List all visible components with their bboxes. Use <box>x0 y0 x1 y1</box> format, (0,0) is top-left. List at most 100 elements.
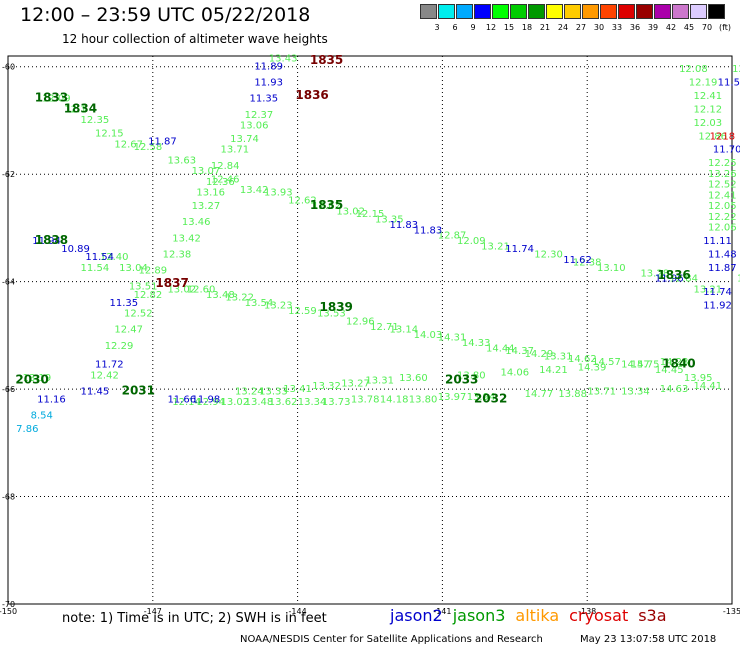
wave-height-point: 11.93 <box>254 78 283 89</box>
wave-height-point: 14.29 <box>525 349 554 360</box>
wave-height-point: 11.96 <box>655 274 684 285</box>
footer-note: note: 1) Time is in UTC; 2) SWH is in fe… <box>62 611 327 626</box>
wave-height-point: 12.86 <box>737 274 740 285</box>
y-tick-label: -70 <box>2 600 15 609</box>
color-swatch <box>456 4 473 19</box>
y-tick-label: -68 <box>2 493 15 502</box>
color-scale-label: 70 <box>701 23 713 32</box>
color-scale-label: 9 <box>470 23 476 32</box>
color-scale-label: 36 <box>629 23 641 32</box>
color-scale-label: 27 <box>575 23 587 32</box>
x-tick-label: -141 <box>433 607 451 616</box>
wave-height-point: 11.74 <box>505 244 534 255</box>
satellite-cryosat: cryosat <box>569 606 629 625</box>
wave-height-point: 10.89 <box>61 244 90 255</box>
satellite-jason2: jason2 <box>390 606 443 625</box>
wave-height-point: 13.21 <box>694 284 723 295</box>
wave-height-point: 12.87 <box>438 231 467 242</box>
wave-height-point: 12.82 <box>134 290 163 301</box>
wave-height-point: 11.98 <box>192 395 221 406</box>
satellite-s3a: s3a <box>638 606 667 625</box>
wave-height-point: 12.03 <box>694 118 723 129</box>
color-scale-label: 18 <box>521 23 533 32</box>
wave-height-point: 12.09 <box>42 94 71 105</box>
wave-height-point: 14.41 <box>694 381 723 392</box>
wave-height-point: 13.16 <box>196 188 225 199</box>
wave-height-point: 13.95 <box>684 373 713 384</box>
wave-height-point: 12.15 <box>356 209 385 220</box>
color-scale-label: 30 <box>593 23 605 32</box>
wave-height-point: 14.18 <box>380 395 409 406</box>
wave-height-point: 14.28 <box>660 357 689 368</box>
color-swatch <box>528 4 545 19</box>
pass-time-label: 1834 <box>64 101 97 115</box>
wave-height-point: 11.48 <box>708 249 737 260</box>
x-tick-label: -150 <box>0 607 17 616</box>
wave-height-point: 13.28 <box>640 268 669 279</box>
pass-time-label: 1836 <box>295 88 328 102</box>
wave-height-point: 12.05 <box>708 201 737 212</box>
wave-height-point: 13.02 <box>221 397 250 408</box>
wave-height-point: 11.83 <box>389 220 418 231</box>
x-tick-label: -144 <box>289 607 307 616</box>
wave-height-point: 12.84 <box>669 274 698 285</box>
wave-height-point: 12.84 <box>211 161 240 172</box>
color-swatch <box>636 4 653 19</box>
wave-height-point: 12.29 <box>105 341 134 352</box>
wave-height-point: 13.42 <box>240 185 269 196</box>
wave-height-point: 12.89 <box>138 266 167 277</box>
color-swatch <box>708 4 725 19</box>
wave-height-point: 11.94 <box>32 236 61 247</box>
wave-height-point: 12.86 <box>698 131 727 142</box>
wave-height-point: 13.71 <box>221 145 250 156</box>
color-scale-label: 24 <box>557 23 569 32</box>
wave-height-point: 13.48 <box>245 397 274 408</box>
wave-height-point: 13.14 <box>389 325 418 336</box>
wave-height-point: 13.19 <box>23 373 52 384</box>
wave-height-point: 12.15 <box>95 129 124 140</box>
pass-time-label: 1836 <box>657 268 690 282</box>
wave-height-point: 14.63 <box>660 384 689 395</box>
satellite-jason3: jason3 <box>452 606 506 625</box>
wave-height-point: 11.74 <box>703 287 732 298</box>
wave-height-point: 13.80 <box>457 370 486 381</box>
wave-height-point: 11.87 <box>148 137 177 148</box>
wave-height-point: 11.62 <box>563 255 592 266</box>
x-tick-label: -135 <box>723 607 740 616</box>
color-swatch <box>474 4 491 19</box>
wave-height-point: 13.88 <box>558 389 587 400</box>
wave-height-point: 13.48 <box>206 290 235 301</box>
pass-time-label: 1835 <box>310 198 343 212</box>
wave-height-point: 12.12 <box>694 104 723 115</box>
wave-height-point: 13.74 <box>230 134 259 145</box>
satellite-altika: altika <box>515 606 560 625</box>
wave-height-point: 13.22 <box>225 292 254 303</box>
wave-height-point: 7.86 <box>16 424 38 435</box>
wave-height-point: 13.93 <box>264 188 293 199</box>
wave-height-point: 14.75 <box>631 360 660 371</box>
wave-height-point: 12.42 <box>90 370 119 381</box>
y-tick-label: -60 <box>2 63 15 72</box>
wave-height-point: 13.02 <box>167 284 196 295</box>
plot-frame <box>7 55 733 605</box>
wave-height-point: 11.35 <box>110 298 139 309</box>
wave-height-point: 11.45 <box>81 386 110 397</box>
wave-height-point: 13.42 <box>172 233 201 244</box>
pass-time-label: 1838 <box>35 233 68 247</box>
wave-height-point: 13.54 <box>245 298 274 309</box>
color-scale-label: 33 <box>611 23 623 32</box>
wave-height-point: 12.36 <box>732 64 740 75</box>
wave-height-point: 12.38 <box>163 249 192 260</box>
wave-height-point: 14.57 <box>621 360 650 371</box>
wave-height-point: 14.62 <box>568 354 597 365</box>
wave-height-point: 13.62 <box>269 397 298 408</box>
color-swatch <box>420 4 437 19</box>
wave-height-point: 13.31 <box>365 376 394 387</box>
wave-height-point: 14.21 <box>539 365 568 376</box>
color-swatch <box>582 4 599 19</box>
wave-height-point: 12.08 <box>679 64 708 75</box>
wave-height-point: 12.62 <box>312 201 341 212</box>
wave-height-point: 13.94 <box>467 392 496 403</box>
wave-height-point: 11.70 <box>713 145 740 156</box>
